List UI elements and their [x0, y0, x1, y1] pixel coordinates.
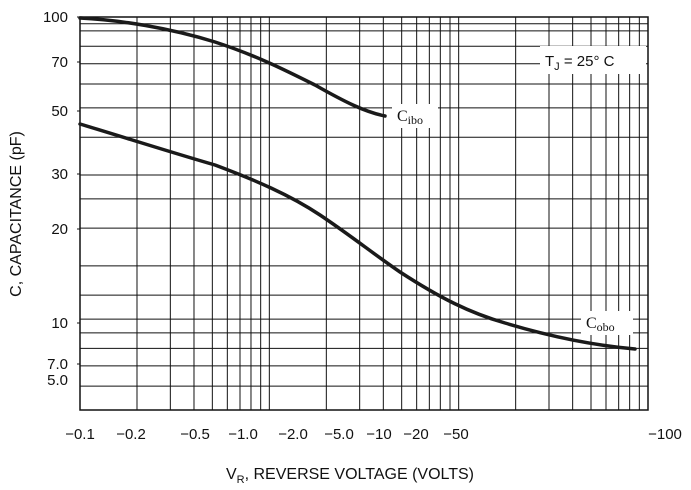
x-tick-label: −20 [403, 426, 428, 443]
x-tick-label: −0.5 [180, 426, 210, 443]
temperature-annotation: TJ = 25° C [545, 53, 615, 73]
x-tick-label: −2.0 [278, 426, 308, 443]
temperature-annotation-rest: = 25° C [560, 53, 615, 70]
y-tick-label: 5.0 [47, 372, 68, 389]
x-axis-label-rest: , REVERSE VOLTAGE (VOLTS) [245, 466, 474, 483]
x-tick-label: −0.1 [65, 426, 95, 443]
y-axis-ticks: 5.07.0 10 20 30 50 70 100 [43, 9, 80, 389]
temperature-annotation-bg [540, 46, 646, 74]
grid [80, 17, 648, 410]
series-label-cobo-main: C [586, 315, 597, 332]
series-label-bg-cibo [392, 104, 438, 128]
series-label-bg-cobo [581, 311, 633, 335]
plot-frame [79, 16, 649, 411]
series-line-cobo [78, 122, 637, 351]
y-tick-label: 10 [51, 315, 68, 332]
y-tick-label: 30 [51, 166, 68, 183]
series-label-cibo-main: C [397, 108, 408, 125]
x-axis-label-sub: R [237, 474, 245, 486]
x-tick-label: −5.0 [324, 426, 354, 443]
y-tick-label: 70 [51, 54, 68, 71]
y-tick-label: 50 [51, 103, 68, 120]
x-tick-label: −0.2 [116, 426, 146, 443]
series-line-cibo [78, 16, 387, 118]
series-label-cobo: Cobo [586, 315, 615, 334]
y-axis-label: C, CAPACITANCE (pF) [8, 131, 25, 297]
series-label-cobo-sub: obo [597, 320, 615, 334]
x-tick-label: −50 [443, 426, 468, 443]
x-axis-label-main: V [226, 466, 237, 483]
series-label-cibo: Cibo [397, 108, 423, 127]
x-axis-ticks: −0.1 −0.2 −0.5 −1.0 −2.0 −5.0 −10 −20 −50 −100 [65, 426, 682, 443]
x-tick-label: −10 [366, 426, 391, 443]
y-tick-label: 100 [43, 9, 68, 26]
x-tick-label: −1.0 [228, 426, 258, 443]
y-tick-label: 7.0 [47, 356, 68, 373]
series-label-cibo-sub: ibo [408, 113, 423, 127]
temperature-annotation-t: T [545, 53, 554, 70]
series-lines [78, 16, 637, 351]
y-tick-label: 20 [51, 221, 68, 238]
x-axis-label: VR, REVERSE VOLTAGE (VOLTS) [226, 466, 474, 486]
temperature-annotation-sub: J [554, 61, 560, 73]
x-tick-label: −100 [648, 426, 682, 443]
